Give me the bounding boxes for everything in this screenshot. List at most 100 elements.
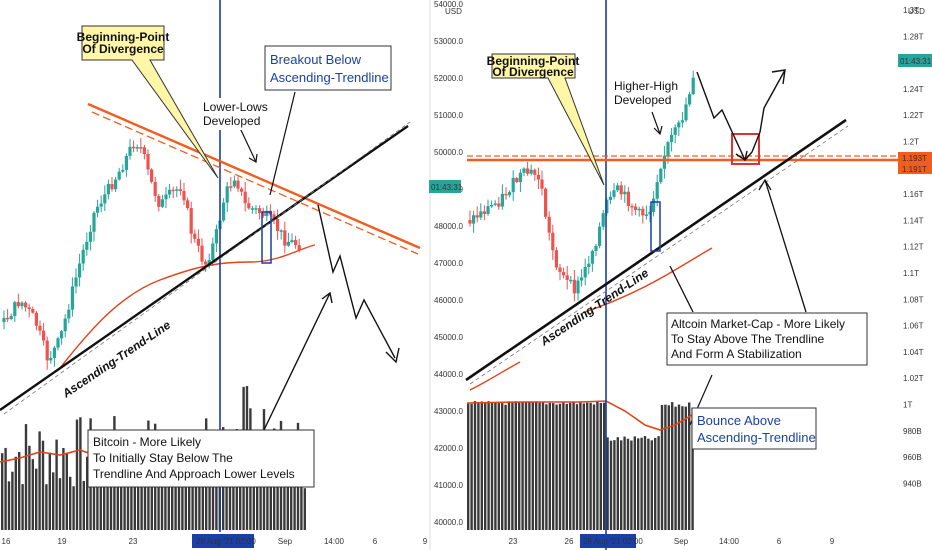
right-candle xyxy=(500,184,504,210)
left-candle-body xyxy=(16,302,20,307)
volume-bar xyxy=(106,468,109,530)
right-candle xyxy=(515,176,519,184)
left-candle-body xyxy=(60,331,64,339)
left-candle xyxy=(49,351,53,364)
right-candle xyxy=(468,210,472,227)
altcoin-note-text-line: Altcoin Market-Cap - More Likely xyxy=(671,317,845,331)
left-candle-body xyxy=(42,330,46,341)
right-projection-arrowhead-2 xyxy=(735,150,748,162)
left-resistance-line xyxy=(87,102,421,250)
left-candle xyxy=(247,197,251,210)
volume-bar xyxy=(531,402,534,530)
left-candle-body xyxy=(63,318,67,332)
left-candle xyxy=(34,310,38,331)
volume-bar xyxy=(286,454,289,530)
right-candle xyxy=(680,112,684,128)
left-candle-body xyxy=(276,219,280,231)
volume-bar xyxy=(562,402,565,530)
left-x-tick-label: 19 xyxy=(58,537,67,546)
right-candle-body xyxy=(670,134,674,143)
right-candle xyxy=(673,124,677,144)
bitcoin-note-text-line: Bitcoin - More Likely xyxy=(93,435,201,449)
left-candle-body xyxy=(189,208,193,234)
left-candle-body xyxy=(196,238,200,246)
right-candle xyxy=(583,258,587,286)
volume-bar xyxy=(65,453,68,530)
volume-bar xyxy=(269,475,272,530)
volume-bar xyxy=(667,405,670,530)
right-x-tick-label: 23 xyxy=(509,537,518,546)
right-candle-body xyxy=(468,220,472,224)
lower-lows-text-line: Lower-Lows xyxy=(203,100,268,114)
left-candle-body xyxy=(236,180,240,189)
price-axis-tag xyxy=(429,180,461,193)
right-candle-body xyxy=(569,279,573,282)
volume-bar xyxy=(18,452,21,530)
volume-bar xyxy=(647,438,650,530)
right-candle-body xyxy=(634,206,638,210)
right-divergence-callout xyxy=(491,53,605,186)
volume-bar xyxy=(72,486,75,530)
left-candle xyxy=(272,210,276,224)
volume-bar xyxy=(300,470,303,530)
right-chart-panel xyxy=(466,70,713,530)
right-candle xyxy=(529,164,533,176)
left-candle xyxy=(193,229,197,243)
volume-bar xyxy=(194,459,198,530)
left-candle-body xyxy=(146,154,150,170)
left-candle xyxy=(139,138,143,154)
left-candle-body xyxy=(160,199,164,207)
left-ascending-trendline xyxy=(0,125,409,411)
right-candle-body xyxy=(619,185,623,195)
bitcoin-note-box xyxy=(87,429,315,488)
mcap-axis-tick: 1.28T xyxy=(903,32,924,41)
mcap-axis-tick: 1.12T xyxy=(903,243,924,252)
left-candle xyxy=(74,268,78,294)
right-x-tick-label: 14:00 xyxy=(719,537,740,546)
right-candle xyxy=(576,276,580,301)
left-candle-body xyxy=(27,307,31,310)
left-candle xyxy=(9,313,13,321)
right-x-tick-label: 26 xyxy=(565,537,574,546)
left-candle-body xyxy=(124,155,128,170)
volume-bar xyxy=(86,456,89,530)
left-candle-body xyxy=(24,302,28,308)
right-candle xyxy=(684,97,688,123)
right-candle xyxy=(522,167,526,176)
right-candle-body xyxy=(659,168,663,183)
volume-bar xyxy=(490,402,494,530)
right-volume-bars xyxy=(466,400,694,530)
volume-bar xyxy=(637,438,640,530)
mcap-axis-tick: 960B xyxy=(903,453,922,462)
right-candle-body xyxy=(630,205,634,208)
left-candle xyxy=(150,168,154,184)
volume-bar xyxy=(11,471,14,530)
right-candle-body xyxy=(518,172,522,183)
altcoin-arrowhead xyxy=(758,178,772,191)
left-candle xyxy=(214,224,218,252)
volume-bar xyxy=(157,454,160,530)
price-axis-tick: 53000.0 xyxy=(434,37,463,46)
volume-bar xyxy=(92,475,96,530)
volume-bar xyxy=(524,402,528,530)
left-candle-body xyxy=(279,230,283,232)
volume-bar xyxy=(41,440,45,530)
right-ascending-trendline xyxy=(465,118,847,382)
volume-bar xyxy=(677,404,681,530)
right-candle-body xyxy=(688,94,692,105)
volume-bar xyxy=(303,488,306,530)
right-candle-body xyxy=(522,168,526,173)
higher-high-arrow xyxy=(651,111,661,135)
left-candle xyxy=(294,235,298,249)
left-candle-body xyxy=(175,189,179,191)
breakout-pointer xyxy=(269,91,296,196)
volume-bar xyxy=(487,401,490,530)
volume-bar xyxy=(160,472,164,530)
bitcoin-note-text-line: Trendline And Approach Lower Levels xyxy=(93,467,295,481)
volume-bar xyxy=(232,460,235,530)
right-candle xyxy=(594,243,598,257)
mcap-axis-tick: 1.2T xyxy=(903,138,919,147)
right-candle xyxy=(518,169,522,193)
right-candle xyxy=(598,222,602,249)
right-candle-body xyxy=(605,199,609,214)
